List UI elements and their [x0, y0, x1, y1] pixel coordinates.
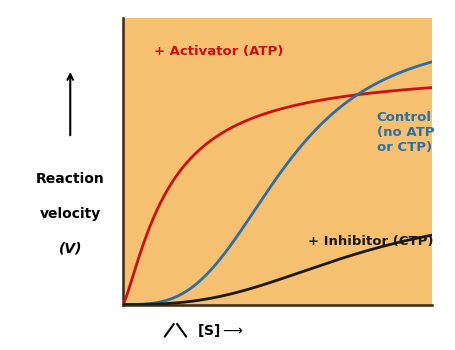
Text: Control
(no ATP
or CTP): Control (no ATP or CTP): [377, 111, 434, 154]
Text: Reaction: Reaction: [36, 173, 105, 187]
Text: + Activator (ATP): + Activator (ATP): [154, 46, 283, 58]
Text: + Inhibitor (CTP): + Inhibitor (CTP): [308, 235, 434, 248]
Text: (V): (V): [59, 241, 82, 255]
Text: $\mathbf{[S]}$$\longrightarrow$: $\mathbf{[S]}$$\longrightarrow$: [197, 322, 244, 339]
Text: velocity: velocity: [40, 207, 101, 221]
